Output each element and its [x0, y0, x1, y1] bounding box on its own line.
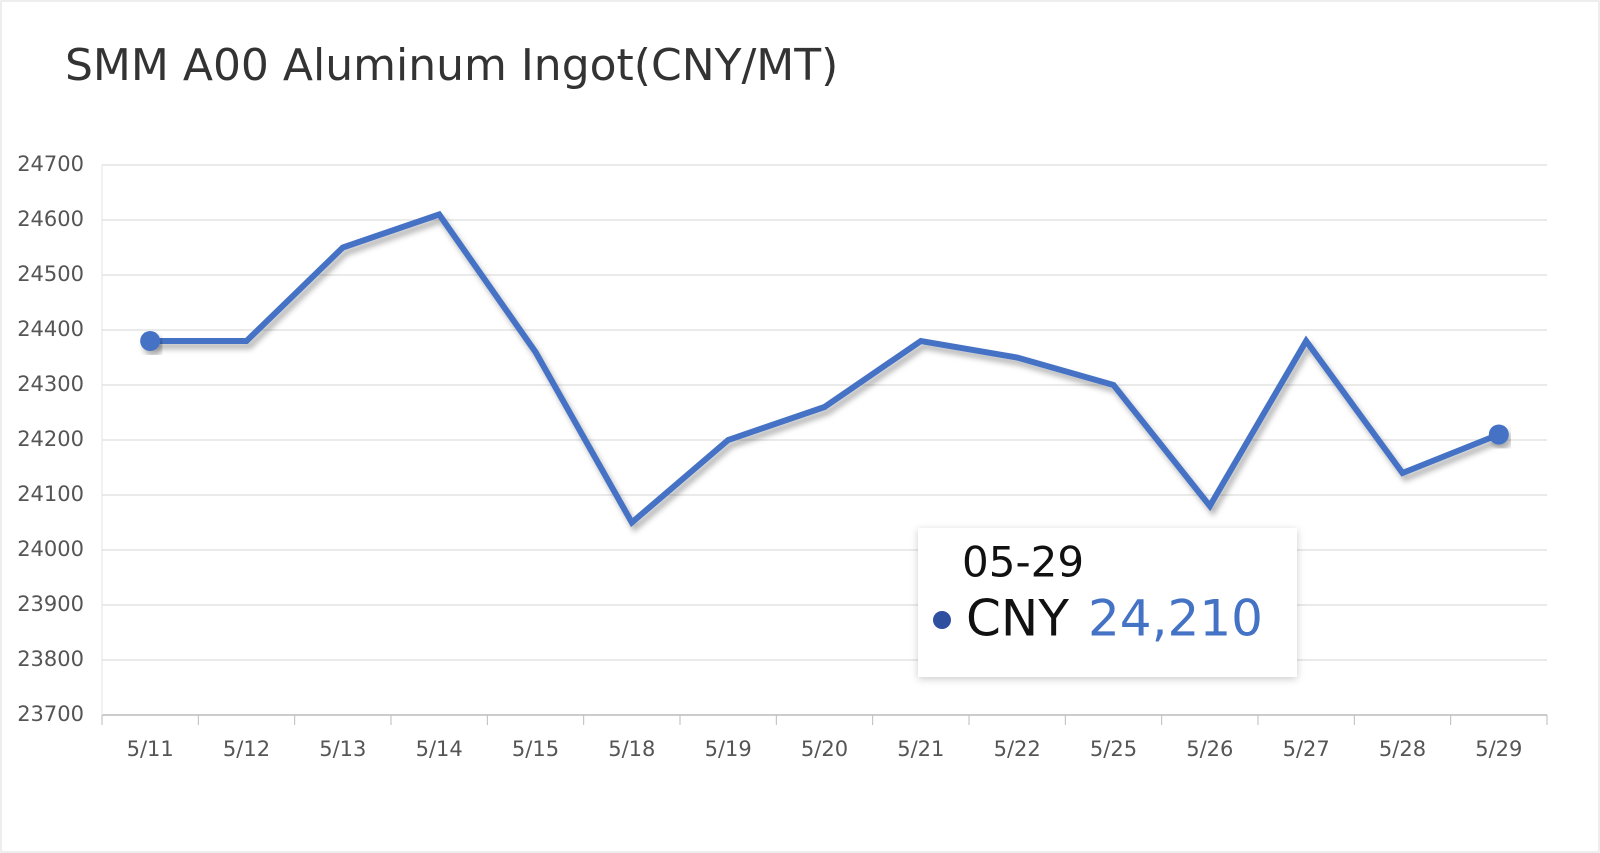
x-tick-label: 5/19 — [705, 737, 752, 761]
x-tick-label: 5/20 — [801, 737, 848, 761]
x-tick-label: 5/18 — [608, 737, 655, 761]
x-tick-label: 5/28 — [1379, 737, 1426, 761]
tooltip-value: 24,210 — [1088, 590, 1263, 648]
x-tick-label: 5/11 — [127, 737, 174, 761]
y-tick-label: 24200 — [17, 427, 84, 451]
x-tick-label: 5/26 — [1186, 737, 1233, 761]
tooltip-marker — [933, 611, 951, 629]
tooltip-box — [918, 528, 1297, 677]
y-tick-label: 24300 — [17, 372, 84, 396]
x-tick-label: 5/29 — [1475, 737, 1522, 761]
y-tick-label: 24100 — [17, 482, 84, 506]
y-tick-label: 24600 — [17, 207, 84, 231]
tooltip-title: 05-29 — [962, 538, 1084, 587]
y-tick-label: 24400 — [17, 317, 84, 341]
y-tick-label: 24700 — [17, 152, 84, 176]
line — [150, 210, 1500, 528]
y-tick-label: 23700 — [17, 702, 84, 726]
x-tick-label: 5/22 — [994, 737, 1041, 761]
y-tick-label: 23800 — [17, 647, 84, 671]
x-tick-label: 5/13 — [319, 737, 366, 761]
point-marker — [140, 331, 161, 351]
y-tick-label: 23900 — [17, 592, 84, 616]
x-tick-label: 5/12 — [223, 737, 270, 761]
x-tick-label: 5/15 — [512, 737, 559, 761]
y-tick-label: 24500 — [17, 262, 84, 286]
x-tick-label: 5/27 — [1283, 737, 1330, 761]
x-tick-label: 5/14 — [416, 737, 463, 761]
x-tick-label: 5/21 — [897, 737, 944, 761]
tooltip: 05-29 CNY 24,210 — [918, 528, 1297, 677]
y-tick-label: 24000 — [17, 537, 84, 561]
point-marker — [1488, 424, 1509, 445]
tooltip-series: CNY — [966, 590, 1069, 648]
chart-title: SMM A00 Aluminum Ingot(CNY/MT) — [65, 40, 838, 91]
x-tick-label: 5/25 — [1090, 737, 1137, 761]
